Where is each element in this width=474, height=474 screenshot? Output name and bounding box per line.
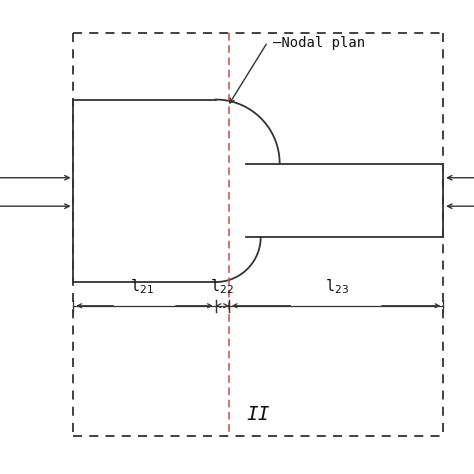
Text: l$_{21}$: l$_{21}$ (130, 278, 154, 296)
Text: —Nodal plan: —Nodal plan (273, 36, 365, 50)
Text: l$_{22}$: l$_{22}$ (210, 278, 234, 296)
Text: II: II (246, 405, 270, 424)
Text: l$_{23}$: l$_{23}$ (325, 278, 348, 296)
